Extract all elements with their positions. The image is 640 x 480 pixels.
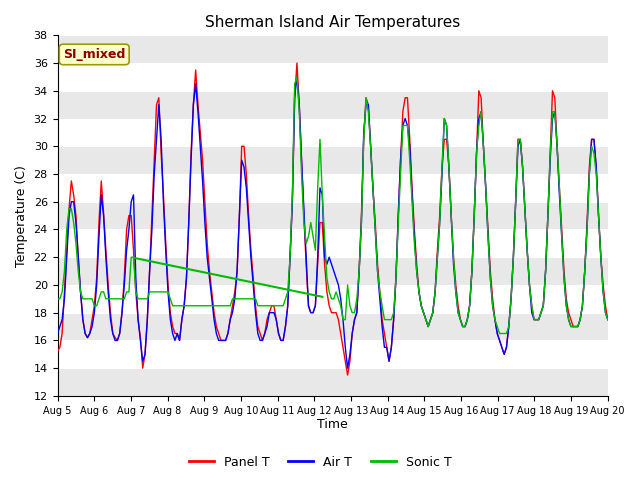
Panel T (422, 317, 429, 323)
Panel T (141, 351, 149, 357)
Y-axis label: Temperature (C): Temperature (C) (15, 165, 28, 266)
X-axis label: Time: Time (317, 419, 348, 432)
Legend: Panel T, Air T, Sonic T: Panel T, Air T, Sonic T (184, 451, 456, 474)
Air T (344, 365, 351, 371)
Line: Sonic T: Sonic T (58, 77, 608, 334)
Air T (141, 351, 149, 357)
Text: SI_mixed: SI_mixed (63, 48, 125, 61)
Bar (58, 91, 608, 119)
Title: Sherman Island Air Temperatures: Sherman Island Air Temperatures (205, 15, 460, 30)
Air T (293, 74, 301, 80)
Panel T (54, 348, 61, 354)
Line: Air T: Air T (58, 77, 608, 368)
Panel T (570, 324, 577, 329)
Air T (77, 289, 84, 295)
Sonic T (90, 303, 98, 309)
Sonic T (604, 317, 612, 323)
Air T (570, 324, 577, 329)
Sonic T (570, 324, 577, 329)
Panel T (90, 303, 98, 309)
Sonic T (420, 310, 428, 315)
Sonic T (141, 296, 149, 302)
Bar (58, 36, 608, 63)
Sonic T (240, 296, 248, 302)
Air T (422, 317, 429, 323)
Sonic T (496, 331, 504, 336)
Air T (54, 331, 61, 336)
Bar (58, 368, 608, 396)
Bar (58, 312, 608, 340)
Sonic T (54, 296, 61, 302)
Air T (604, 317, 612, 323)
Panel T (240, 144, 248, 149)
Air T (90, 310, 98, 315)
Bar (58, 257, 608, 285)
Panel T (293, 60, 301, 66)
Bar (58, 146, 608, 174)
Panel T (604, 317, 612, 323)
Line: Panel T: Panel T (58, 63, 608, 375)
Sonic T (293, 74, 301, 80)
Bar (58, 202, 608, 229)
Panel T (344, 372, 351, 378)
Air T (240, 164, 248, 170)
Sonic T (77, 289, 84, 295)
Panel T (77, 289, 84, 295)
